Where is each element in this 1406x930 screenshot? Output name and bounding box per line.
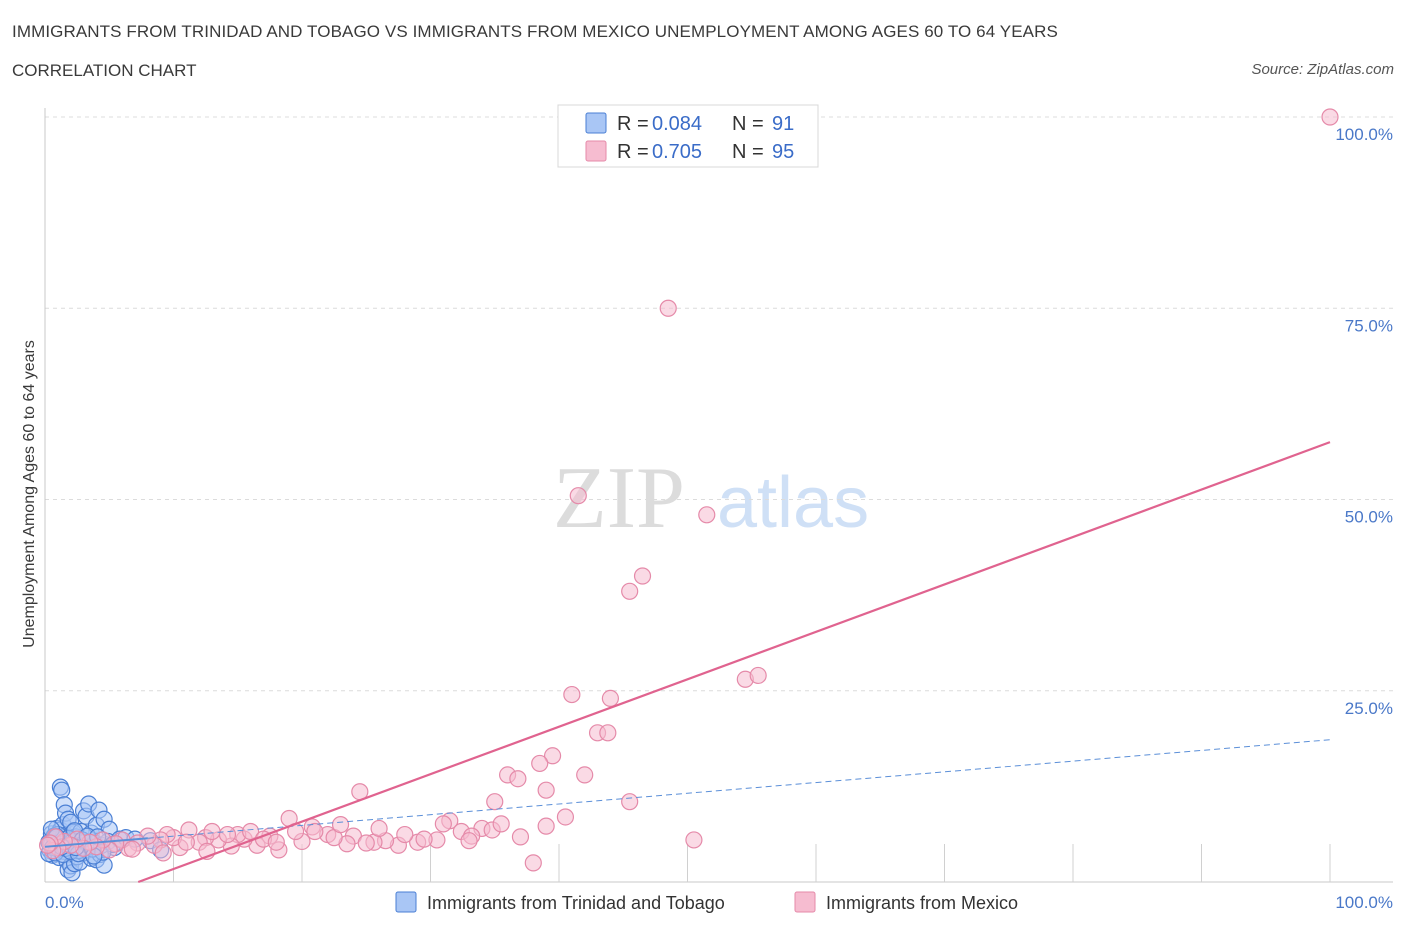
watermark: ZIP atlas — [553, 450, 869, 547]
y-axis-title: Unemployment Among Ages 60 to 64 years — [21, 340, 38, 648]
mexico-point-80 — [267, 833, 285, 851]
legend-n-label-pink: N = — [732, 141, 764, 163]
mexico-point-86 — [396, 825, 414, 844]
mexico-point-3 — [698, 506, 716, 524]
y-tick-label-3: 25.0% — [1345, 699, 1393, 718]
y-tick-label-0: 100.0% — [1335, 125, 1393, 144]
chart-subtitle: CORRELATION CHART — [12, 61, 197, 80]
axes — [44, 108, 1393, 883]
mexico-point-76 — [203, 822, 221, 841]
mexico-point-20 — [621, 793, 639, 811]
mexico-point-14 — [576, 766, 594, 784]
mexico-point-77 — [218, 825, 237, 844]
mexico-point-9 — [601, 689, 620, 708]
mexico-point-92 — [154, 844, 172, 862]
trinidad-point-21 — [53, 781, 71, 799]
series-legend-swatch-blue — [395, 891, 417, 913]
x-tick-label-min: 0.0% — [45, 893, 84, 912]
mexico-point-89 — [492, 815, 510, 833]
series-mexico-points — [38, 108, 1339, 872]
legend-n-value-pink: 95 — [772, 141, 794, 163]
trinidad-trend-solid — [44, 837, 148, 848]
y-tick-label-2: 50.0% — [1345, 508, 1393, 527]
mexico-point-5 — [621, 582, 639, 600]
grid-lines — [45, 116, 1393, 692]
mexico-point-85 — [370, 819, 388, 838]
legend-n-label-blue: N = — [732, 113, 764, 135]
mexico-point-83 — [331, 816, 350, 834]
mexico-point-8 — [563, 685, 581, 704]
mexico-point-81 — [306, 822, 324, 841]
correlation-legend: R = 0.084 N = 91 R = 0.705 N = 95 — [557, 104, 819, 168]
legend-swatch-blue — [585, 112, 607, 134]
mexico-point-19 — [486, 793, 504, 811]
legend-r-value-blue: 0.084 — [652, 113, 702, 135]
x-tick-label-max: 100.0% — [1335, 893, 1393, 912]
mexico-point-1 — [659, 299, 677, 317]
series-legend-label-pink: Immigrants from Mexico — [826, 893, 1018, 913]
series-legend-label-blue: Immigrants from Trinidad and Tobago — [427, 893, 725, 913]
mexico-point-4 — [633, 567, 652, 585]
legend-r-label-pink: R = — [617, 141, 649, 163]
legend-r-label-blue: R = — [617, 113, 649, 135]
legend-n-value-blue: 91 — [772, 113, 794, 135]
y-tick-label-1: 75.0% — [1345, 316, 1393, 335]
mexico-point-0 — [1321, 108, 1339, 126]
mexico-point-90 — [511, 828, 530, 846]
mexico-point-17 — [537, 781, 555, 799]
trinidad-trend-dashed — [147, 739, 1331, 839]
source-label: Source: ZipAtlas.com — [1251, 61, 1394, 78]
trend-lines — [44, 441, 1331, 884]
watermark-atlas: atlas — [717, 463, 869, 543]
mexico-point-11 — [599, 724, 617, 742]
legend-r-value-pink: 0.705 — [652, 141, 702, 163]
mexico-point-2 — [569, 487, 587, 505]
mexico-point-87 — [415, 830, 433, 848]
legend-swatch-pink — [585, 140, 607, 162]
tick-labels: 100.0% 75.0% 50.0% 25.0% 0.0% 100.0% — [45, 125, 1393, 912]
mexico-point-21 — [556, 808, 575, 826]
mexico-point-84 — [357, 834, 375, 852]
mexico-point-12 — [543, 747, 562, 765]
mexico-point-31 — [685, 831, 703, 849]
series-legend-swatch-pink — [794, 891, 816, 913]
mexico-trend-line — [137, 441, 1331, 884]
mexico-point-24 — [434, 815, 452, 833]
mexico-point-13 — [531, 754, 549, 773]
series-legend: Immigrants from Trinidad and Tobago Immi… — [395, 891, 1018, 913]
mexico-point-16 — [509, 770, 527, 788]
chart-title: IMMIGRANTS FROM TRINIDAD AND TOBAGO VS I… — [12, 22, 1058, 41]
mexico-point-94 — [123, 840, 141, 858]
mexico-point-93 — [177, 833, 195, 851]
mexico-point-7 — [749, 666, 767, 685]
mexico-point-32 — [524, 854, 542, 872]
mexico-point-25 — [537, 817, 555, 835]
mexico-point-88 — [460, 832, 478, 850]
